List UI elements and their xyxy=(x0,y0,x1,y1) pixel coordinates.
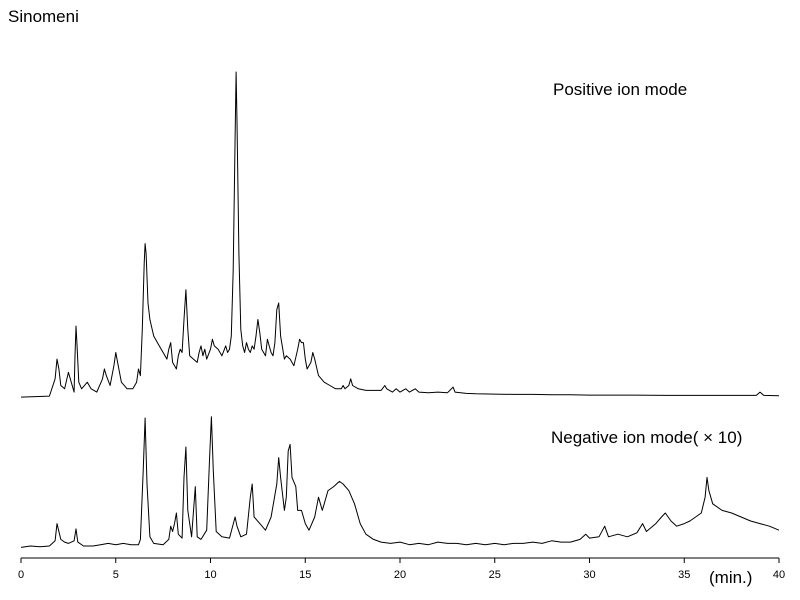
x-tick-label: 0 xyxy=(18,569,24,581)
legend-negative-ion-mode: Negative ion mode( × 10) xyxy=(551,428,742,447)
x-tick-label: 25 xyxy=(489,569,501,581)
x-tick-label: 5 xyxy=(113,569,119,581)
negative-ion-trace xyxy=(20,416,780,548)
chart-title: Sinomeni xyxy=(8,7,79,26)
x-tick-label: 40 xyxy=(773,569,785,581)
series-layer xyxy=(20,71,780,548)
x-tick-label: 30 xyxy=(583,569,595,581)
x-tick-label: 20 xyxy=(394,569,406,581)
x-axis-ticks: 0 5 10 15 20 25 30 35 40 xyxy=(18,558,785,581)
x-tick-label: 10 xyxy=(204,569,216,581)
x-axis-unit-label: (min.) xyxy=(709,568,752,587)
positive-ion-trace xyxy=(20,71,780,398)
x-tick-label: 15 xyxy=(299,569,311,581)
legend-positive-ion-mode: Positive ion mode xyxy=(553,80,687,99)
x-tick-label: 35 xyxy=(678,569,690,581)
